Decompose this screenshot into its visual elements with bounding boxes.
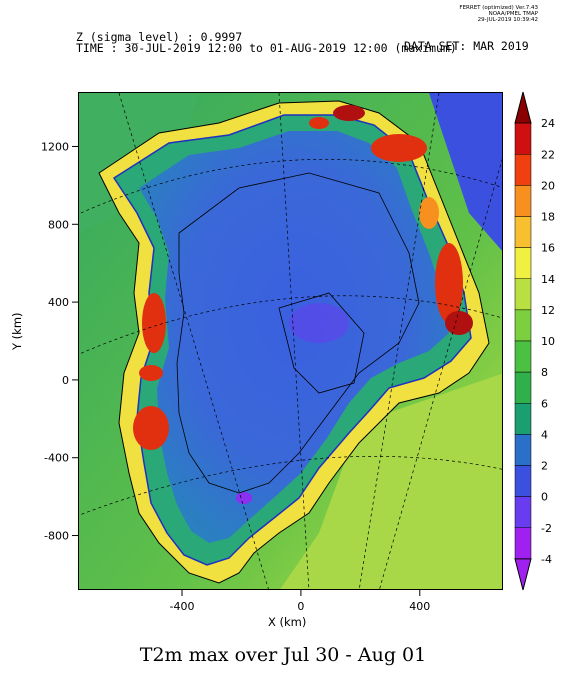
se-warm-sea <box>280 373 502 589</box>
colorbar-label: -2 <box>541 522 552 535</box>
y-tick-label: 400 <box>48 296 69 309</box>
colorbar-swatch <box>514 185 532 217</box>
colorbar-min-arrow <box>514 558 532 591</box>
colorbar-swatch <box>514 527 532 560</box>
colorbar-swatch <box>514 154 532 186</box>
colorbar-label: 16 <box>541 242 555 255</box>
hotspot-north-1 <box>371 134 427 162</box>
colorbar-label: 6 <box>541 397 548 410</box>
colorbar-label: 20 <box>541 179 555 192</box>
hotspot-north-3 <box>309 117 329 129</box>
x-tick-label: -400 <box>170 600 195 613</box>
hotspot-east-3 <box>419 197 439 229</box>
hotspot-west-2 <box>133 406 169 450</box>
colorbar-label: 10 <box>541 335 555 348</box>
header-time: TIME : 30-JUL-2019 12:00 to 01-AUG-2019 … <box>76 41 457 55</box>
colorbar-label: 22 <box>541 148 555 161</box>
y-tick-label: -400 <box>44 452 69 465</box>
contour-3000 <box>278 292 365 394</box>
cold-patch-center <box>289 303 349 343</box>
colorbar-swatch <box>514 122 532 155</box>
colorbar-label: -4 <box>541 553 552 566</box>
colorbar-swatch <box>514 371 532 404</box>
colorbar-swatch <box>514 340 532 373</box>
x-axis-label: X (km) <box>268 615 307 629</box>
x-tick-label: 0 <box>297 600 304 613</box>
colorbar-swatch <box>514 403 532 435</box>
hotspot-west-1 <box>142 293 166 353</box>
colorbar-label: 8 <box>541 366 548 379</box>
y-tick-label: 0 <box>62 374 69 387</box>
hotspot-east-1 <box>435 243 463 323</box>
colorbar-label: 0 <box>541 491 548 504</box>
colorbar-swatch <box>514 309 532 342</box>
colorbar-swatch <box>514 216 532 248</box>
ferret-date: 29-JUL-2019 10:39:42 <box>477 17 538 23</box>
colorbar-swatch <box>514 278 532 311</box>
y-tick-label: 800 <box>48 218 69 231</box>
y-tick-label: 1200 <box>41 140 69 153</box>
map-plot <box>78 92 503 590</box>
colorbar-label: 18 <box>541 211 555 224</box>
temperature-map <box>79 93 502 589</box>
x-tick-label: 400 <box>409 600 430 613</box>
colorbar-label: 4 <box>541 428 548 441</box>
ne-cold-region <box>429 93 502 251</box>
colorbar-label: 12 <box>541 304 555 317</box>
ferret-version: FERRET (optimized) Ver.7.43 <box>459 5 538 11</box>
colorbar-label: 2 <box>541 460 548 473</box>
y-tick-label: -800 <box>44 530 69 543</box>
hotspot-east-2 <box>445 311 473 335</box>
y-axis-label: Y (km) <box>10 312 24 350</box>
chart-title: T2m max over Jul 30 - Aug 01 <box>139 644 427 666</box>
colorbar-swatch <box>514 465 532 497</box>
hotspot-west-3 <box>139 365 163 381</box>
ice-sheet-interior <box>139 131 449 543</box>
ferret-org: NOAA/PMEL TMAP <box>488 11 538 17</box>
contour-2000 <box>176 172 420 494</box>
colorbar-label: 24 <box>541 117 555 130</box>
colorbar-label: 14 <box>541 273 555 286</box>
colorbar-swatch <box>514 496 532 528</box>
colorbar-swatch <box>514 434 532 466</box>
graticule <box>79 93 502 589</box>
header-level: Z (sigma_level) : 0.9997 <box>76 30 243 44</box>
cold-patch-south <box>236 492 252 504</box>
header-dataset: DATA SET: MAR 2019 <box>404 39 529 53</box>
hotspot-north-2 <box>333 105 365 121</box>
colorbar-max-arrow <box>514 91 532 124</box>
colorbar-swatch <box>514 247 532 279</box>
